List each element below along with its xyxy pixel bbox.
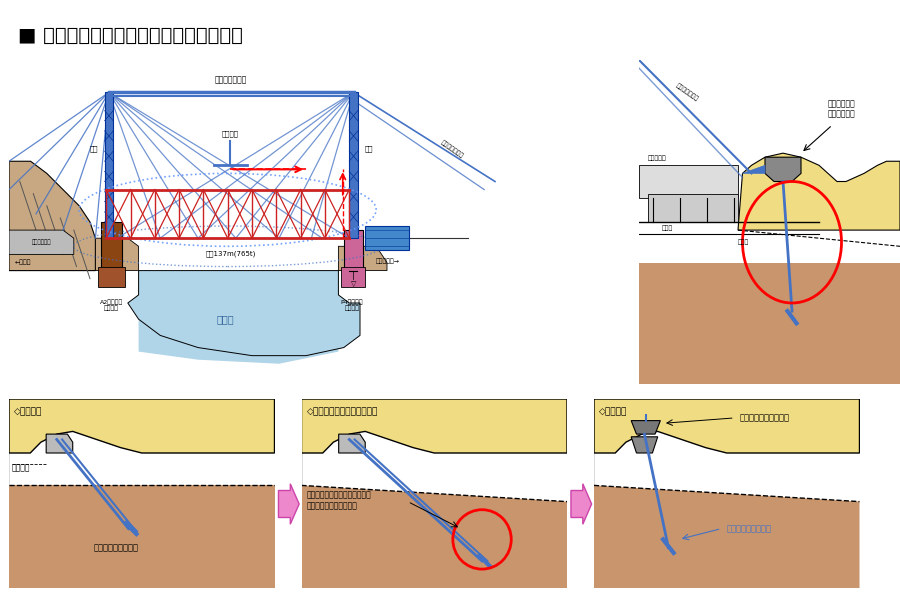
- Text: 鉄塔: 鉄塔: [90, 146, 98, 152]
- Polygon shape: [631, 437, 658, 453]
- Bar: [344, 230, 363, 271]
- Bar: [349, 92, 358, 238]
- Polygon shape: [46, 434, 73, 453]
- Text: コンクリートウェイト: コンクリートウェイト: [740, 413, 790, 422]
- Polygon shape: [302, 485, 567, 588]
- Bar: [104, 92, 113, 238]
- Text: 架設用ケーブル: 架設用ケーブル: [439, 139, 464, 159]
- Text: クレーン: クレーン: [222, 130, 239, 137]
- Text: 本名トンネル: 本名トンネル: [32, 239, 51, 245]
- Polygon shape: [639, 263, 900, 384]
- Text: 架設用ケーブル: 架設用ケーブル: [675, 83, 699, 102]
- Text: ◇工法変更: ◇工法変更: [599, 407, 627, 416]
- Polygon shape: [742, 165, 765, 173]
- Polygon shape: [302, 399, 567, 453]
- Bar: [101, 222, 122, 271]
- Polygon shape: [765, 157, 801, 181]
- Text: ▽: ▽: [351, 281, 356, 287]
- Bar: [648, 194, 738, 222]
- Text: 新国道: 新国道: [738, 239, 749, 245]
- Text: 架設用ケーブル: 架設用ケーブル: [214, 75, 247, 84]
- Polygon shape: [9, 161, 95, 271]
- Polygon shape: [128, 271, 360, 356]
- Text: ■ 第６只見川橋りょう桁架設の工法変更: ■ 第６只見川橋りょう桁架設の工法変更: [18, 26, 243, 45]
- Text: グラウンドアンカー: グラウンドアンカー: [94, 543, 139, 552]
- Text: ←只見方: ←只見方: [14, 260, 31, 265]
- Polygon shape: [738, 153, 900, 230]
- Bar: [98, 266, 125, 287]
- Text: 道路防護工: 道路防護工: [648, 155, 667, 161]
- Bar: [365, 226, 409, 250]
- Bar: [639, 166, 738, 198]
- Polygon shape: [95, 238, 139, 271]
- Polygon shape: [139, 271, 338, 364]
- Polygon shape: [9, 399, 274, 453]
- Text: ◇当初計画: ◇当初計画: [14, 407, 42, 416]
- Polygon shape: [594, 485, 860, 588]
- FancyArrow shape: [278, 484, 299, 524]
- Polygon shape: [594, 399, 860, 453]
- Text: グラウンドアンカーを定着する
硬い地質が想定より深い: グラウンドアンカーを定着する 硬い地質が想定より深い: [307, 491, 372, 510]
- FancyArrow shape: [571, 484, 591, 524]
- Text: 掘削範囲: 掘削範囲: [12, 464, 31, 473]
- Polygon shape: [338, 246, 387, 271]
- Text: A2橋台新設
（完了）: A2橋台新設 （完了）: [100, 299, 123, 311]
- Polygon shape: [631, 421, 661, 434]
- Text: ケーブル基礎
（工法変更）: ケーブル基礎 （工法変更）: [828, 99, 855, 118]
- Text: 只見川: 只見川: [216, 314, 234, 324]
- Text: ◇硬い地質が深いことが判明: ◇硬い地質が深いことが判明: [307, 407, 378, 416]
- Polygon shape: [9, 230, 74, 254]
- Polygon shape: [9, 485, 274, 588]
- Bar: [341, 266, 365, 287]
- Text: P4橋脚新設
（完了）: P4橋脚新設 （完了）: [340, 299, 364, 311]
- Text: 会津川口方→: 会津川口方→: [376, 259, 400, 264]
- Text: グラウンドアンカー: グラウンドアンカー: [727, 524, 772, 533]
- Text: 桁長137m(765t): 桁長137m(765t): [205, 250, 256, 257]
- Polygon shape: [338, 434, 365, 453]
- Text: 現国道: 現国道: [662, 225, 673, 231]
- Text: 鉄塔: 鉄塔: [364, 146, 373, 152]
